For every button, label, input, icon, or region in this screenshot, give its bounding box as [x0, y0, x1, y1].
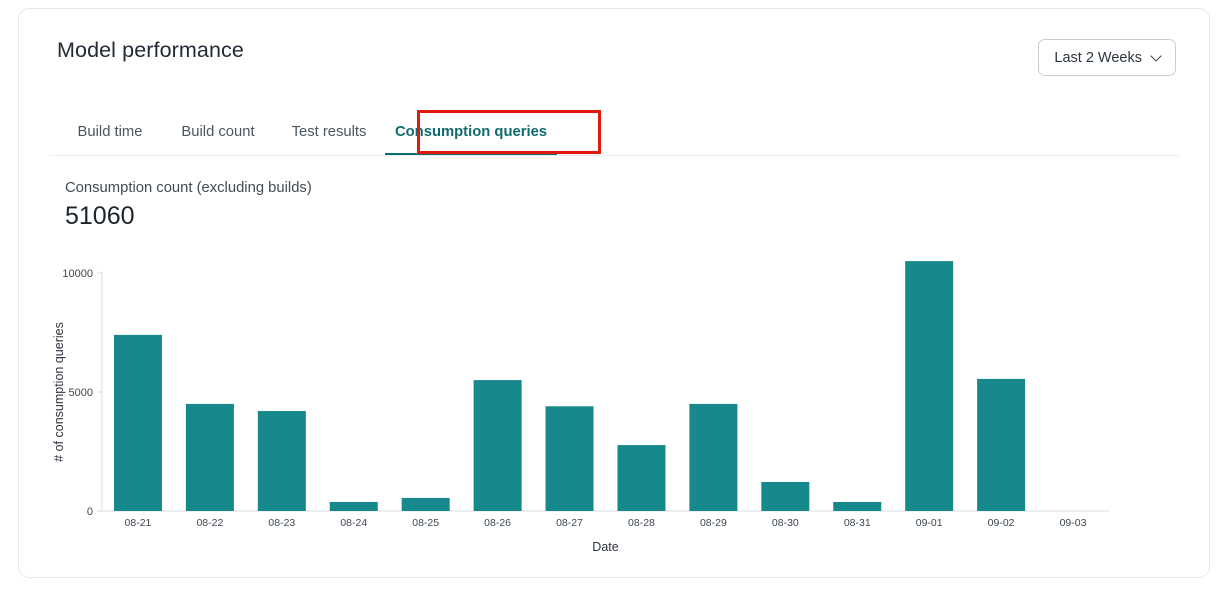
- svg-text:08-28: 08-28: [628, 517, 655, 529]
- svg-text:10000: 10000: [62, 268, 93, 280]
- svg-text:08-21: 08-21: [125, 517, 152, 529]
- svg-text:08-27: 08-27: [556, 517, 583, 529]
- bar: [257, 411, 306, 511]
- chevron-down-icon: [1152, 51, 1162, 61]
- svg-text:08-23: 08-23: [268, 517, 295, 529]
- tab-consumption-queries[interactable]: Consumption queries: [385, 108, 557, 155]
- svg-text:08-31: 08-31: [844, 517, 871, 529]
- tab-bar: Build time Build count Test results Cons…: [19, 108, 1209, 155]
- bar: [113, 334, 162, 511]
- metric-value: 51060: [65, 202, 135, 230]
- bar: [761, 481, 810, 511]
- bar: [833, 501, 882, 511]
- bar: [473, 380, 522, 511]
- bar: [905, 261, 954, 511]
- bar: [401, 497, 450, 511]
- time-range-selector[interactable]: Last 2 Weeks: [1038, 39, 1176, 76]
- svg-text:5000: 5000: [69, 387, 93, 399]
- time-range-value: Last 2 Weeks: [1054, 49, 1142, 66]
- tab-build-time[interactable]: Build time: [77, 123, 143, 140]
- svg-text:# of consumption queries: # of consumption queries: [52, 322, 66, 462]
- page-title: Model performance: [57, 38, 244, 62]
- metric-label: Consumption count (excluding builds): [65, 180, 312, 196]
- model-performance-card: Model performance Last 2 Weeks Build tim…: [18, 8, 1210, 578]
- bar: [185, 403, 234, 511]
- card-header: Model performance Last 2 Weeks: [19, 9, 1209, 101]
- svg-text:08-26: 08-26: [484, 517, 511, 529]
- svg-text:08-25: 08-25: [412, 517, 439, 529]
- bar: [617, 445, 666, 511]
- bar: [977, 378, 1026, 511]
- tab-test-results[interactable]: Test results: [291, 123, 367, 140]
- tab-build-count[interactable]: Build count: [181, 123, 255, 140]
- svg-text:0: 0: [87, 506, 93, 518]
- svg-text:09-02: 09-02: [988, 517, 1015, 529]
- bar: [689, 403, 738, 511]
- svg-text:09-03: 09-03: [1060, 517, 1087, 529]
- tab-divider: [49, 155, 1179, 156]
- svg-text:08-22: 08-22: [196, 517, 223, 529]
- svg-text:Date: Date: [592, 540, 618, 554]
- bar: [545, 406, 594, 511]
- svg-text:08-30: 08-30: [772, 517, 799, 529]
- svg-text:08-24: 08-24: [340, 517, 367, 529]
- svg-text:08-29: 08-29: [700, 517, 727, 529]
- svg-text:09-01: 09-01: [916, 517, 943, 529]
- bar: [329, 501, 378, 511]
